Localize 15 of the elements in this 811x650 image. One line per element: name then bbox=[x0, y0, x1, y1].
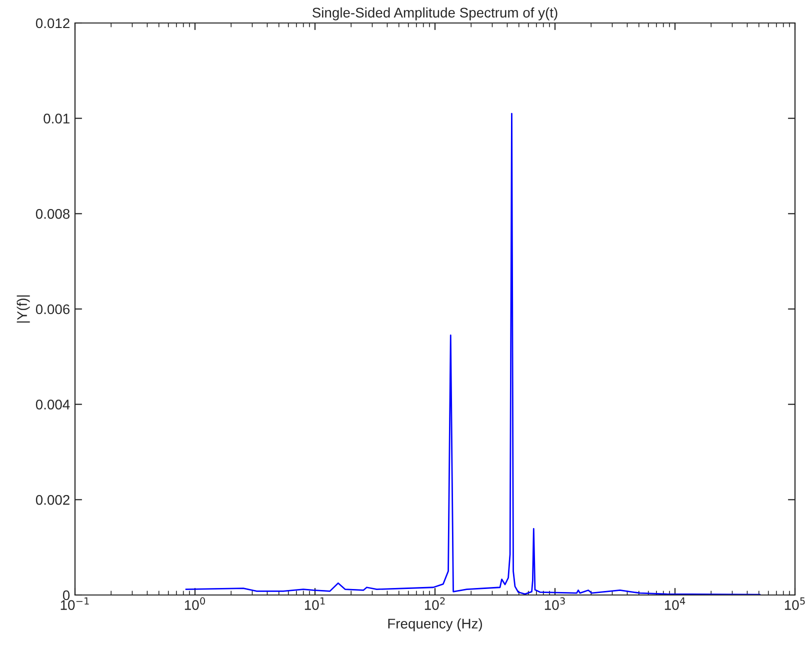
y-tick-label: 0.006 bbox=[36, 304, 70, 314]
y-tick-label: 0.012 bbox=[36, 18, 70, 28]
x-tick-label: 10$^{2}$ bbox=[424, 597, 445, 610]
x-tick-label: 10$^{3}$ bbox=[544, 597, 565, 610]
x-axis-title: Frequency (Hz) bbox=[388, 618, 482, 632]
y-axis-title: |Y(f)| bbox=[16, 295, 30, 323]
chart-title: Single-Sided Amplitude Spectrum of y(t) bbox=[312, 7, 558, 20]
x-tick-label: 10$^{4}$ bbox=[664, 597, 686, 610]
x-tick-label: 10$^{0}$ bbox=[184, 597, 206, 610]
x-tick-label: 10$^{1}$ bbox=[304, 597, 325, 610]
y-tick-label: 0.01 bbox=[44, 114, 70, 124]
x-tick-label: 10$^{5}$ bbox=[784, 597, 805, 610]
y-tick-label: 0.002 bbox=[36, 495, 70, 505]
y-tick-label: 0.008 bbox=[36, 209, 70, 219]
y-tick-label: 0.004 bbox=[36, 400, 70, 410]
